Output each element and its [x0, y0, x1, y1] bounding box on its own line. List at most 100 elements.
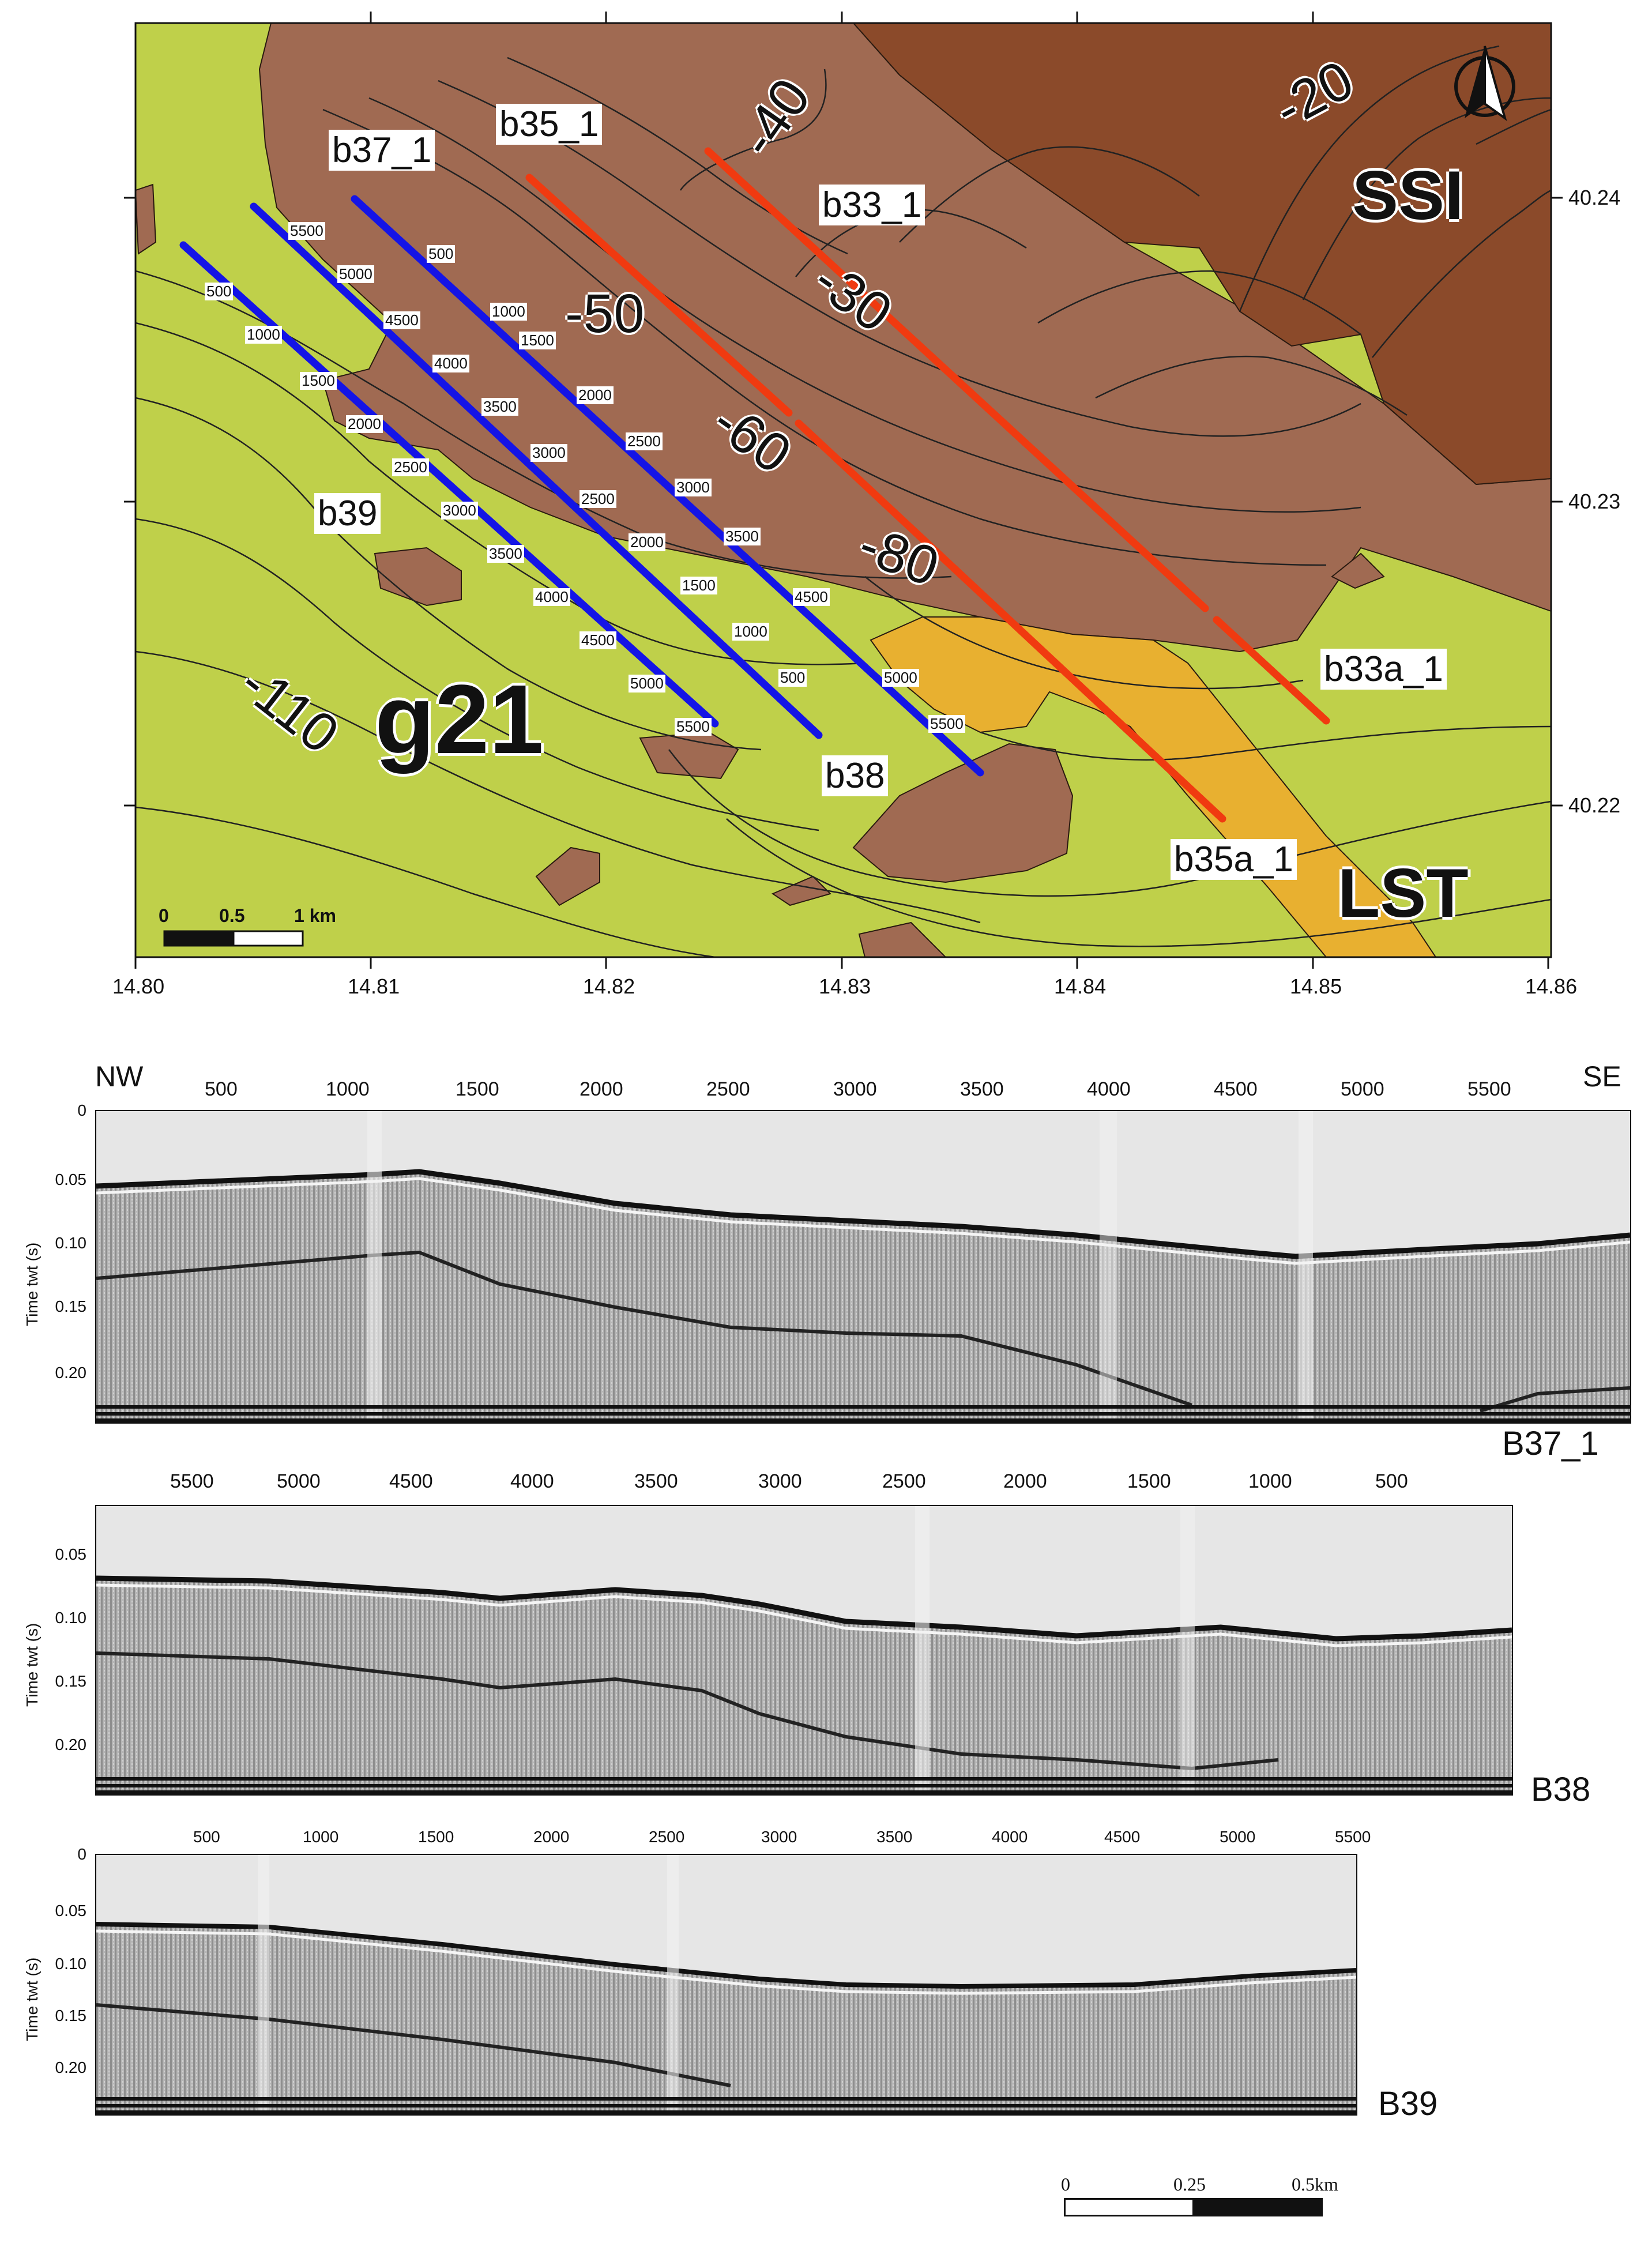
- blue-lines: [179, 195, 984, 777]
- map-x-ticks: [124, 12, 1563, 969]
- blob: [535, 846, 600, 906]
- shot-label: 500: [427, 245, 456, 263]
- x-tick: 5000: [277, 1470, 321, 1492]
- x-tick: 3000: [758, 1470, 802, 1492]
- line-b33a[interactable]: [1213, 616, 1330, 725]
- x-tick: 4000: [992, 1828, 1028, 1846]
- shot-label: 3500: [481, 398, 518, 416]
- shot-label: 3000: [530, 444, 567, 462]
- shot-label: 3000: [441, 502, 478, 520]
- shot-label: 4500: [579, 631, 616, 649]
- profile-ylabel: Time twt (s): [23, 1242, 41, 1326]
- map-scale-bar: [163, 930, 304, 947]
- seismic-image-b37: [95, 1110, 1631, 1424]
- y-tick: 0.15: [55, 1672, 87, 1690]
- y-tick: 0.05: [55, 1171, 87, 1188]
- blob: [136, 183, 157, 255]
- red-lines: [525, 147, 1330, 823]
- x-tick: 1000: [1248, 1470, 1292, 1492]
- y-tick: 40.23: [1568, 490, 1621, 513]
- shot-label: 5000: [629, 675, 665, 693]
- line-b35-1-segB[interactable]: [795, 419, 1226, 823]
- x-tick: 3500: [876, 1828, 913, 1846]
- profile-b39: 500 1000 1500 2000 2500 3000 3500 4000 4…: [0, 1816, 1652, 2139]
- profile-name-b39: B39: [1378, 2085, 1438, 2122]
- shot-label: 3500: [487, 545, 524, 563]
- x-tick: 4500: [1104, 1828, 1141, 1846]
- y-tick: 0.15: [55, 2007, 87, 2024]
- scale-label: 0.25: [1173, 2174, 1206, 2195]
- x-tick: 14.86: [1525, 974, 1578, 998]
- profile-x-ticks: 500 1000 1500 2000 2500 3000 3500 4000 4…: [95, 1828, 1371, 1851]
- shot-label: 2000: [346, 415, 383, 433]
- x-tick: 4000: [510, 1470, 554, 1492]
- line-label-b35-1: b35_1: [496, 104, 603, 145]
- shot-label: 4000: [533, 588, 570, 606]
- shot-label: 1500: [519, 332, 556, 349]
- x-tick: 1500: [456, 1078, 499, 1100]
- scale-segment-white: [1064, 2198, 1194, 2216]
- line-label-b35a-1: b35a_1: [1171, 839, 1297, 880]
- y-tick: 0.20: [55, 1364, 87, 1382]
- shot-label: 1500: [300, 372, 337, 390]
- shot-label: 2000: [577, 386, 614, 404]
- blob: [1331, 552, 1385, 589]
- shot-label: 4500: [793, 588, 830, 606]
- y-tick: 0.05: [55, 1902, 87, 1920]
- y-tick: 0.20: [55, 2058, 87, 2076]
- x-tick: 1000: [303, 1828, 339, 1846]
- shot-label: 1500: [680, 577, 717, 594]
- blob: [852, 743, 1074, 883]
- shot-label: 3000: [675, 479, 712, 496]
- scale-label: 0.5: [219, 905, 245, 926]
- profile-scale-bar: 0 0.25 0.5km: [1061, 2174, 1384, 2231]
- scale-label: 0: [1061, 2174, 1070, 2195]
- shot-label: 5000: [337, 265, 374, 283]
- profile-ylabel: Time twt (s): [23, 1957, 41, 2041]
- x-tick: 14.81: [348, 974, 400, 998]
- x-tick: 1500: [418, 1828, 454, 1846]
- y-tick: 0.15: [55, 1297, 87, 1315]
- line-b38[interactable]: [351, 195, 984, 777]
- seismic-image-b39: [95, 1854, 1357, 2116]
- y-tick: 0: [77, 1101, 86, 1119]
- shot-label: 5500: [675, 718, 712, 736]
- scale-segment-black: [1192, 2198, 1323, 2216]
- x-tick: 5500: [170, 1470, 214, 1492]
- x-tick: 2000: [579, 1078, 623, 1100]
- map-frame: [134, 22, 1552, 958]
- x-tick: 2500: [706, 1078, 750, 1100]
- y-tick: 0.10: [55, 1234, 87, 1252]
- shot-label: 5500: [288, 222, 325, 240]
- shot-label: 500: [205, 283, 234, 300]
- line-b33-1[interactable]: [704, 147, 1209, 612]
- seismic-image-b38: [95, 1505, 1513, 1796]
- contour-label: -50: [565, 283, 645, 344]
- x-tick: 4500: [1214, 1078, 1258, 1100]
- x-tick: 1000: [326, 1078, 370, 1100]
- x-tick: 4000: [1087, 1078, 1131, 1100]
- y-tick: 40.24: [1568, 186, 1621, 209]
- line-b37[interactable]: [250, 202, 823, 739]
- x-tick: 2000: [533, 1828, 570, 1846]
- profile-x-ticks: 5500 5000 4500 4000 3500 3000 2500 2000 …: [95, 1470, 1514, 1493]
- x-tick: 14.84: [1054, 974, 1107, 998]
- shot-label: 3500: [724, 528, 761, 545]
- shot-label: 2500: [579, 490, 616, 508]
- x-tick: 3500: [960, 1078, 1004, 1100]
- line-label-b39: b39: [314, 493, 381, 534]
- line-b35-1-segA[interactable]: [525, 174, 793, 417]
- line-b39[interactable]: [179, 241, 719, 728]
- unit-label-g21: g21: [375, 665, 544, 774]
- x-tick: 500: [205, 1078, 238, 1100]
- profile-name-b38: B38: [1531, 1771, 1591, 1808]
- y-tick: 0: [77, 1845, 86, 1863]
- x-tick: 2500: [649, 1828, 685, 1846]
- profile-ylabel: Time twt (s): [23, 1623, 41, 1707]
- map-x-axis: 14.80 14.81 14.82 14.83 14.84 14.85 14.8…: [112, 974, 1577, 1003]
- line-label-b37-1: b37_1: [329, 130, 435, 171]
- line-label-b33a-1: b33a_1: [1320, 649, 1447, 690]
- x-tick: 2500: [882, 1470, 926, 1492]
- x-tick: 14.85: [1290, 974, 1342, 998]
- scale-label: 1 km: [294, 905, 336, 926]
